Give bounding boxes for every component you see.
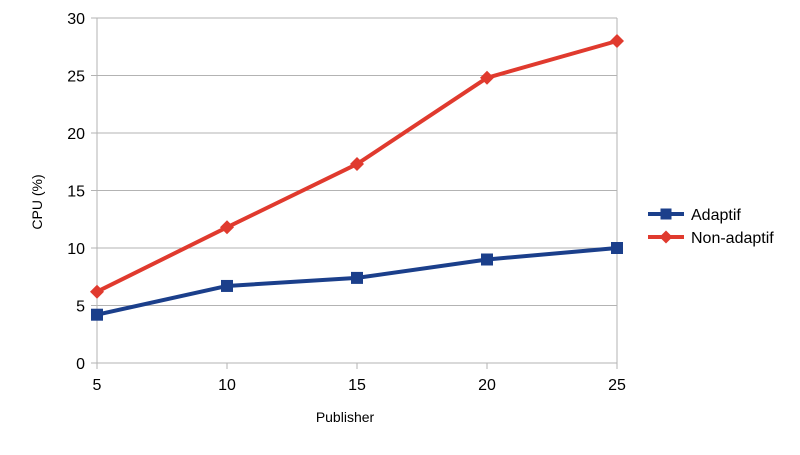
gridlines	[97, 17, 617, 364]
data-point-non-adaptif	[350, 157, 364, 172]
x-axis-title: Publisher	[316, 409, 375, 425]
x-axis-ticks: 5 10 15 20 25	[93, 363, 626, 394]
x-tick-label: 15	[348, 377, 366, 394]
y-tick-label: 0	[76, 356, 85, 373]
legend-marker-non-adaptif	[659, 230, 673, 244]
legend: Adaptif Non-adaptif	[648, 207, 774, 247]
legend-item-non-adaptif: Non-adaptif	[648, 230, 774, 247]
data-point-adaptif	[91, 308, 103, 321]
data-point-adaptif	[481, 253, 493, 266]
data-point-adaptif	[221, 279, 233, 292]
data-point-non-adaptif	[220, 220, 234, 235]
legend-label-adaptif: Adaptif	[691, 207, 741, 224]
data-point-adaptif	[611, 242, 623, 254]
series-non-adaptif	[90, 34, 624, 299]
data-point-adaptif	[351, 271, 363, 284]
series	[90, 34, 624, 321]
x-tick-label: 10	[218, 377, 236, 394]
data-point-non-adaptif	[90, 284, 104, 299]
legend-item-adaptif: Adaptif	[648, 207, 741, 224]
series-adaptif	[91, 242, 623, 321]
y-tick-label: 10	[67, 241, 85, 258]
y-axis-title: CPU (%)	[29, 174, 45, 229]
y-axis-ticks: 0 5 10 15 20 25 30	[67, 11, 97, 373]
x-tick-label: 20	[478, 377, 496, 394]
y-tick-label: 30	[67, 11, 85, 28]
y-tick-label: 5	[76, 299, 85, 316]
data-point-non-adaptif	[610, 34, 624, 48]
data-point-non-adaptif	[480, 70, 494, 85]
x-tick-label: 25	[608, 377, 626, 394]
y-tick-label: 15	[67, 184, 85, 201]
legend-label-non-adaptif: Non-adaptif	[691, 230, 774, 247]
x-tick-label: 5	[93, 377, 102, 394]
y-tick-label: 25	[67, 69, 85, 86]
legend-marker-adaptif	[660, 208, 672, 220]
y-tick-label: 20	[67, 126, 85, 143]
